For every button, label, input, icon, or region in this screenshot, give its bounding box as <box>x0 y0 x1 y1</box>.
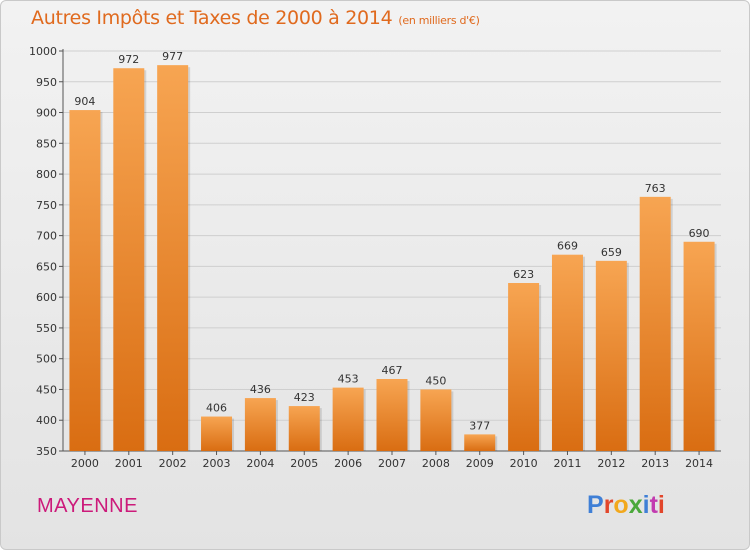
y-tick-label: 500 <box>36 353 57 366</box>
x-tick-label: 2010 <box>510 457 538 470</box>
bar <box>420 389 452 451</box>
bar-value-label: 904 <box>74 95 95 108</box>
y-tick-label: 450 <box>36 383 57 396</box>
bar <box>464 434 496 451</box>
y-tick-label: 550 <box>36 322 57 335</box>
bar <box>508 283 540 451</box>
x-tick-label: 2008 <box>422 457 450 470</box>
x-tick-label: 2012 <box>597 457 625 470</box>
bar <box>639 196 671 451</box>
brand-letter: o <box>613 491 629 519</box>
chart-unit: (en milliers d'€) <box>398 14 480 27</box>
bar-value-label: 450 <box>425 374 446 387</box>
x-tick-label: 2013 <box>641 457 669 470</box>
x-tick-label: 2003 <box>203 457 231 470</box>
bar-value-label: 423 <box>294 391 315 404</box>
bar-value-label: 436 <box>250 383 271 396</box>
bar <box>244 398 276 451</box>
y-tick-label: 750 <box>36 199 57 212</box>
y-tick-label: 700 <box>36 230 57 243</box>
brand-letter: r <box>603 491 614 519</box>
bar <box>551 254 583 451</box>
bar <box>113 68 145 451</box>
bar <box>683 241 715 451</box>
bar <box>69 110 101 452</box>
y-tick-label: 1000 <box>29 45 57 58</box>
bar <box>288 406 320 451</box>
bar-value-label: 377 <box>469 419 490 432</box>
x-tick-label: 2005 <box>290 457 318 470</box>
x-tick-label: 2011 <box>553 457 581 470</box>
bar-value-label: 623 <box>513 268 534 281</box>
y-tick-label: 950 <box>36 76 57 89</box>
bar <box>595 260 627 451</box>
x-tick-label: 2002 <box>159 457 187 470</box>
brand-letter: i <box>657 491 665 519</box>
bar-value-label: 453 <box>338 373 359 386</box>
x-tick-label: 2006 <box>334 457 362 470</box>
x-tick-label: 2000 <box>71 457 99 470</box>
commune-name: MAYENNE <box>37 495 138 517</box>
bar <box>332 387 364 451</box>
y-tick-label: 850 <box>36 137 57 150</box>
x-tick-label: 2009 <box>466 457 494 470</box>
bar <box>157 65 189 452</box>
x-tick-label: 2007 <box>378 457 406 470</box>
bar-value-label: 669 <box>557 240 578 253</box>
chart-title: Autres Impôts et Taxes de 2000 à 2014 (en… <box>31 7 480 29</box>
bar-value-label: 406 <box>206 402 227 415</box>
proxiti-logo: Proxiti <box>587 491 665 520</box>
chart-title-text: Autres Impôts et Taxes de 2000 à 2014 <box>31 7 393 29</box>
bar-value-label: 659 <box>601 246 622 259</box>
brand-letter: x <box>628 491 643 519</box>
y-tick-label: 800 <box>36 168 57 181</box>
x-tick-label: 2014 <box>685 457 713 470</box>
bar-value-label: 763 <box>645 182 666 195</box>
bar-value-label: 690 <box>689 227 710 240</box>
y-tick-label: 400 <box>36 414 57 427</box>
y-tick-label: 600 <box>36 291 57 304</box>
bar-value-label: 977 <box>162 50 183 63</box>
x-tick-label: 2004 <box>246 457 274 470</box>
bar-value-label: 972 <box>118 53 139 66</box>
brand-letter: i <box>642 491 650 519</box>
y-tick-label: 650 <box>36 260 57 273</box>
bar <box>201 416 233 451</box>
brand-letter: P <box>587 491 604 519</box>
bar <box>376 379 408 451</box>
brand-letter: t <box>649 491 658 519</box>
bar-value-label: 467 <box>382 364 403 377</box>
x-tick-label: 2001 <box>115 457 143 470</box>
y-tick-label: 900 <box>36 107 57 120</box>
y-tick-label: 350 <box>36 445 57 458</box>
